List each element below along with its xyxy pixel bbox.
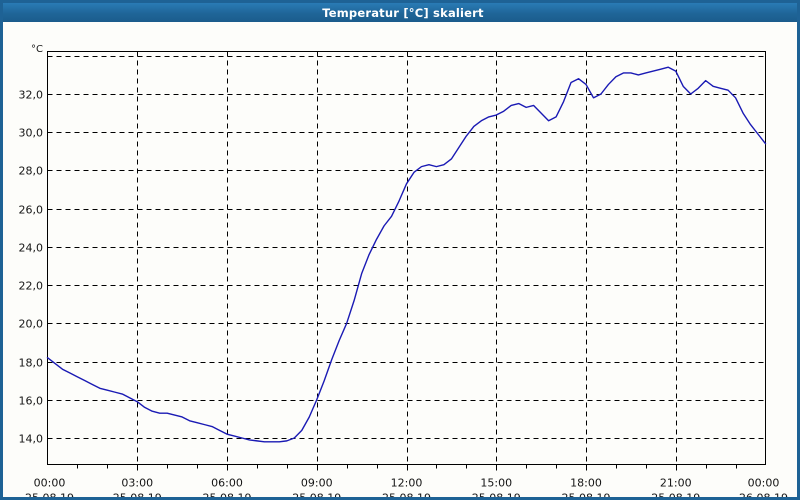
plot-frame: [47, 51, 766, 465]
window-title: Temperatur [°C] skaliert: [322, 5, 484, 20]
x-axis-date-label: 25.08.19: [472, 492, 521, 498]
x-axis-time-label: 06:00: [211, 477, 243, 490]
temperature-line-chart: 14,0 16,0 18,0 20,0 22,0 24,0 26,0 28,0 30,0 32,0…: [3, 22, 797, 497]
x-axis-time-label: 18:00: [570, 477, 602, 490]
x-axis-time-label: 00:00: [34, 477, 66, 490]
y-axis-tick-label: 18,0: [19, 357, 44, 370]
x-axis-minor-ticks: [77, 464, 737, 471]
x-axis-time-label: 09:00: [301, 477, 333, 490]
x-axis-time-label: 03:00: [121, 477, 153, 490]
y-axis-tick-label: 22,0: [19, 280, 44, 293]
x-axis-date-label: 25.08.19: [25, 492, 74, 498]
x-axis-date-label: 25.08.19: [382, 492, 431, 498]
y-axis-tick-label: 16,0: [19, 395, 44, 408]
y-axis-tick-label: 32,0: [19, 89, 44, 102]
y-axis-tick-label: 30,0: [19, 127, 44, 140]
x-axis-date-label: 25.08.19: [562, 492, 611, 498]
x-axis-time-label: 12:00: [391, 477, 423, 490]
x-axis-date-label: 25.08.19: [292, 492, 341, 498]
x-axis-time-label: 15:00: [480, 477, 512, 490]
window-title-bar: Temperatur [°C] skaliert: [3, 3, 797, 22]
y-axis-tick-label: 24,0: [19, 242, 44, 255]
x-axis-date-label: 25.08.19: [203, 492, 252, 498]
x-axis-date-label: 26.08.19: [739, 492, 788, 498]
y-axis-tick-label: 14,0: [19, 433, 44, 446]
y-axis-tick-labels: 14,0 16,0 18,0 20,0 22,0 24,0 26,0 28,0 30,0 32,0: [19, 89, 52, 446]
grid-lines: [47, 51, 766, 465]
x-axis-date-label: 25.08.19: [651, 492, 700, 498]
x-axis-time-label: 00:00: [748, 477, 780, 490]
y-axis-tick-label: 28,0: [19, 165, 44, 178]
x-axis-time-label: 21:00: [660, 477, 692, 490]
temperature-series-line: [46, 66, 767, 443]
y-axis-tick-label: 20,0: [19, 318, 44, 331]
x-axis-date-label: 25.08.19: [113, 492, 162, 498]
y-axis-tick-label: 26,0: [19, 204, 44, 217]
y-axis-unit-label: °C: [31, 44, 43, 55]
chart-background: [3, 22, 797, 497]
chart-canvas: 14,0 16,0 18,0 20,0 22,0 24,0 26,0 28,0 30,0 32,0…: [3, 22, 797, 497]
x-axis-tick-labels: 00:00 25.08.19 03:00 25.08.19 06:00 25.08.19 0…: [25, 477, 788, 498]
